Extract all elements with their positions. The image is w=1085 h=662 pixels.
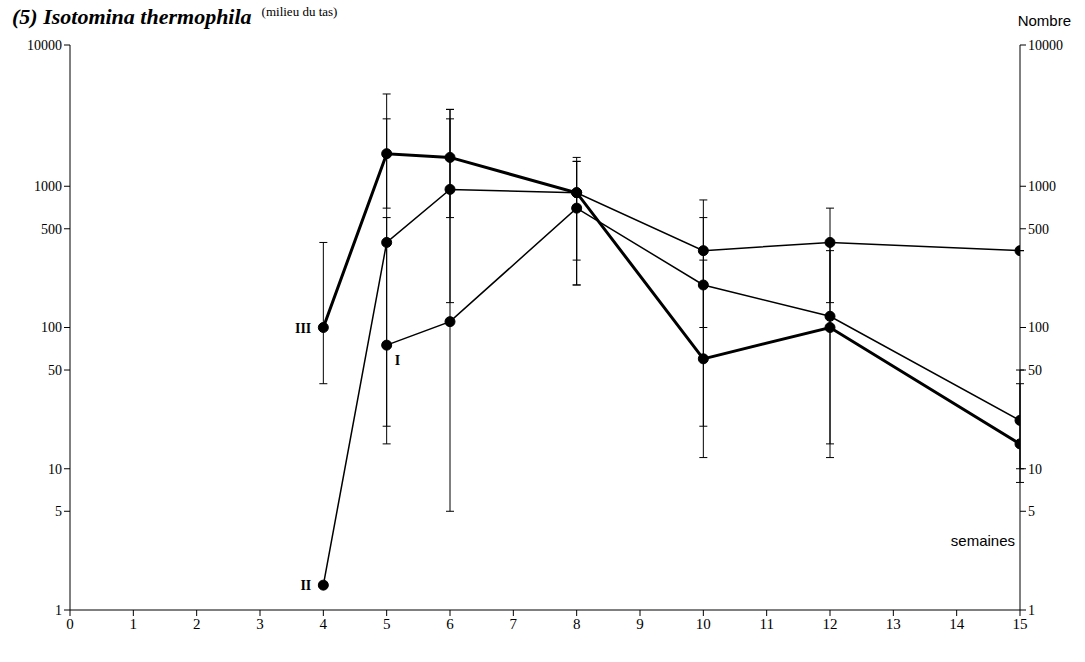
html-text:(5) Isotomina thermophila: (5) Isotomina thermophila — [12, 4, 252, 29]
svg-text:7: 7 — [510, 616, 518, 632]
svg-text:5: 5 — [1028, 504, 1035, 519]
svg-text:6: 6 — [446, 616, 454, 632]
svg-text:100: 100 — [1028, 320, 1049, 335]
svg-text:12: 12 — [823, 616, 838, 632]
svg-text:I: I — [395, 353, 400, 368]
svg-text:1000: 1000 — [34, 179, 62, 194]
html-text:semaines: semaines — [950, 532, 1015, 549]
html-text:Nombre: Nombre — [1017, 12, 1071, 29]
svg-text:500: 500 — [41, 222, 62, 237]
svg-text:100: 100 — [41, 320, 62, 335]
svg-text:50: 50 — [1028, 363, 1042, 378]
svg-text:2: 2 — [193, 616, 201, 632]
svg-text:0: 0 — [66, 616, 74, 632]
svg-text:5: 5 — [55, 504, 62, 519]
svg-text:1: 1 — [55, 603, 62, 618]
html-text:(milieu du tas): (milieu du tas) — [261, 4, 338, 19]
svg-text:14: 14 — [949, 616, 965, 632]
svg-text:11: 11 — [759, 616, 773, 632]
svg-text:8: 8 — [573, 616, 581, 632]
svg-text:10: 10 — [696, 616, 711, 632]
svg-text:10000: 10000 — [27, 38, 62, 53]
svg-text:5: 5 — [383, 616, 391, 632]
svg-text:3: 3 — [256, 616, 264, 632]
svg-text:10000: 10000 — [1028, 38, 1063, 53]
svg-text:10: 10 — [48, 462, 62, 477]
svg-text:III: III — [295, 321, 311, 336]
svg-text:II: II — [300, 578, 311, 593]
svg-text:9: 9 — [636, 616, 644, 632]
svg-text:10: 10 — [1028, 462, 1042, 477]
svg-text:4: 4 — [320, 616, 328, 632]
svg-text:1000: 1000 — [1028, 179, 1056, 194]
svg-text:1: 1 — [130, 616, 138, 632]
svg-text:15: 15 — [1013, 616, 1028, 632]
svg-text:13: 13 — [886, 616, 901, 632]
svg-text:500: 500 — [1028, 222, 1049, 237]
svg-text:50: 50 — [48, 363, 62, 378]
svg-text:1: 1 — [1028, 603, 1035, 618]
